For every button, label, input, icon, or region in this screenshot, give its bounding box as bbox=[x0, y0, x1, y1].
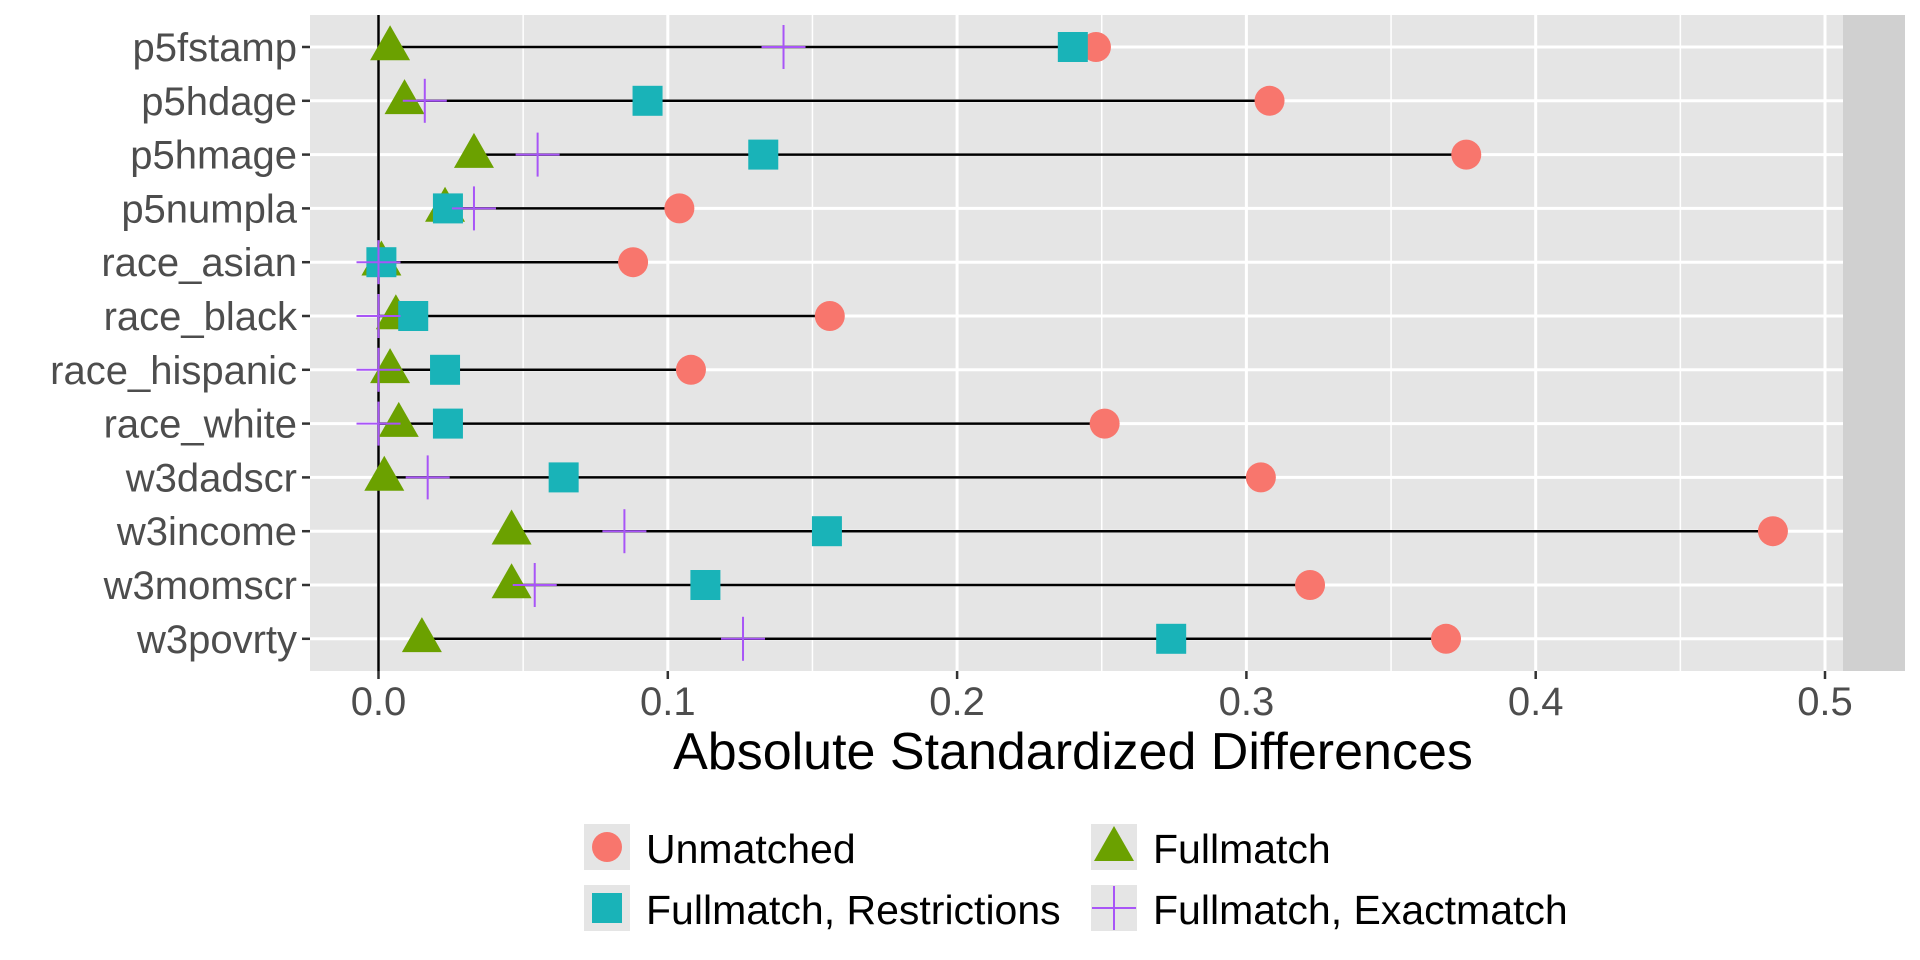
y-tick-label: race_white bbox=[104, 403, 297, 447]
point-fullmatch-race_white bbox=[378, 401, 419, 437]
legend-label: Fullmatch, Exactmatch bbox=[1153, 887, 1568, 933]
point-fullmatch-exactmatch-w3momscr bbox=[512, 563, 557, 607]
point-fullmatch-exactmatch-p5hmage bbox=[515, 132, 560, 177]
point-fullmatch-restrictions-race_white bbox=[432, 408, 463, 439]
legend-item-fullmatch-exactmatch: Fullmatch, Exactmatch bbox=[1091, 885, 1568, 933]
legend-square-icon bbox=[592, 893, 622, 923]
x-tick-label: 0.2 bbox=[929, 680, 985, 724]
y-tick-label: p5numpla bbox=[121, 187, 297, 231]
point-fullmatch-w3povrty bbox=[401, 617, 442, 653]
point-fullmatch-exactmatch-race_black bbox=[356, 294, 401, 338]
y-tick-label: p5hdage bbox=[141, 80, 297, 124]
legend-label: Fullmatch bbox=[1153, 826, 1331, 872]
point-fullmatch-p5fstamp bbox=[370, 25, 411, 61]
y-tick-label: w3dadscr bbox=[125, 456, 297, 500]
legend-triangle-icon bbox=[1094, 826, 1134, 861]
x-axis: 0.0 0.1 0.2 0.3 0.4 0.5 bbox=[351, 671, 1853, 724]
right-strip bbox=[1843, 15, 1905, 671]
point-fullmatch-restrictions-p5hdage bbox=[632, 85, 663, 116]
point-unmatched-w3dadscr bbox=[1245, 462, 1276, 493]
point-fullmatch-restrictions-w3income bbox=[811, 516, 842, 547]
y-axis: p5fstamp p5hdage p5hmage p5numpla race_asian… bbox=[50, 26, 310, 662]
point-fullmatch-exactmatch-p5fstamp bbox=[761, 25, 806, 69]
point-fullmatch-w3income bbox=[491, 509, 532, 545]
x-tick-label: 0.5 bbox=[1797, 680, 1853, 724]
legend-circle-icon bbox=[592, 832, 622, 862]
point-fullmatch-w3momscr bbox=[491, 563, 532, 599]
plot-panel-background bbox=[310, 15, 1843, 671]
y-tick-label: w3povrty bbox=[136, 618, 297, 662]
legend: Unmatched Fullmatch Fullmatch, Restriction… bbox=[584, 824, 1568, 933]
point-fullmatch-restrictions-race_black bbox=[398, 301, 429, 331]
point-fullmatch-exactmatch-p5hdage bbox=[402, 78, 447, 123]
point-fullmatch-w3dadscr bbox=[364, 455, 405, 491]
y-tick-label: race_black bbox=[104, 295, 298, 339]
point-fullmatch-restrictions-w3momscr bbox=[690, 570, 721, 600]
y-tick-label: race_hispanic bbox=[50, 349, 297, 393]
point-unmatched-w3momscr bbox=[1295, 570, 1326, 600]
point-fullmatch-exactmatch-race_hispanic bbox=[356, 347, 401, 392]
legend-label: Fullmatch, Restrictions bbox=[646, 887, 1061, 933]
x-tick-label: 0.0 bbox=[351, 680, 407, 724]
point-fullmatch-exactmatch-p5numpla bbox=[451, 186, 496, 231]
point-unmatched-race_black bbox=[814, 301, 845, 331]
point-unmatched-race_asian bbox=[618, 247, 649, 278]
point-fullmatch-restrictions-p5hmage bbox=[748, 139, 779, 170]
x-tick-label: 0.3 bbox=[1219, 680, 1275, 724]
legend-item-fullmatch-restrictions: Fullmatch, Restrictions bbox=[584, 885, 1061, 933]
x-tick-label: 0.1 bbox=[640, 680, 696, 724]
legend-cross-icon bbox=[1092, 886, 1136, 930]
point-unmatched-p5hdage bbox=[1254, 85, 1285, 116]
legend-item-unmatched: Unmatched bbox=[584, 824, 856, 872]
point-unmatched-p5numpla bbox=[664, 193, 695, 224]
point-fullmatch-restrictions-race_hispanic bbox=[430, 354, 461, 385]
x-axis-title: Absolute Standardized Differences bbox=[673, 723, 1473, 781]
point-fullmatch-p5hdage bbox=[384, 79, 425, 115]
y-tick-label: race_asian bbox=[101, 241, 297, 285]
point-unmatched-p5hmage bbox=[1451, 139, 1482, 170]
point-unmatched-p5fstamp bbox=[1080, 32, 1111, 62]
data-points bbox=[356, 25, 1788, 661]
point-unmatched-race_white bbox=[1089, 408, 1120, 439]
point-unmatched-w3income bbox=[1757, 516, 1788, 547]
y-tick-label: p5fstamp bbox=[132, 26, 297, 70]
point-fullmatch-exactmatch-w3dadscr bbox=[405, 455, 450, 500]
point-fullmatch-exactmatch-race_asian bbox=[356, 240, 401, 285]
y-tick-label: w3momscr bbox=[103, 564, 297, 608]
y-tick-label: w3income bbox=[116, 510, 297, 554]
legend-label: Unmatched bbox=[646, 826, 856, 872]
point-fullmatch-exactmatch-w3povrty bbox=[721, 616, 766, 661]
legend-item-fullmatch: Fullmatch bbox=[1091, 824, 1331, 872]
point-unmatched-w3povrty bbox=[1431, 623, 1462, 654]
point-fullmatch-race_hispanic bbox=[370, 348, 411, 384]
x-tick-label: 0.4 bbox=[1508, 680, 1564, 724]
point-fullmatch-restrictions-w3dadscr bbox=[548, 462, 579, 493]
point-fullmatch-exactmatch-race_white bbox=[356, 401, 401, 446]
point-fullmatch-restrictions-p5fstamp bbox=[1057, 32, 1088, 62]
point-fullmatch-exactmatch-w3income bbox=[602, 509, 647, 554]
point-fullmatch-p5hmage bbox=[453, 132, 494, 168]
y-tick-label: p5hmage bbox=[130, 134, 297, 178]
point-unmatched-race_hispanic bbox=[675, 354, 706, 385]
point-fullmatch-restrictions-w3povrty bbox=[1156, 623, 1187, 654]
